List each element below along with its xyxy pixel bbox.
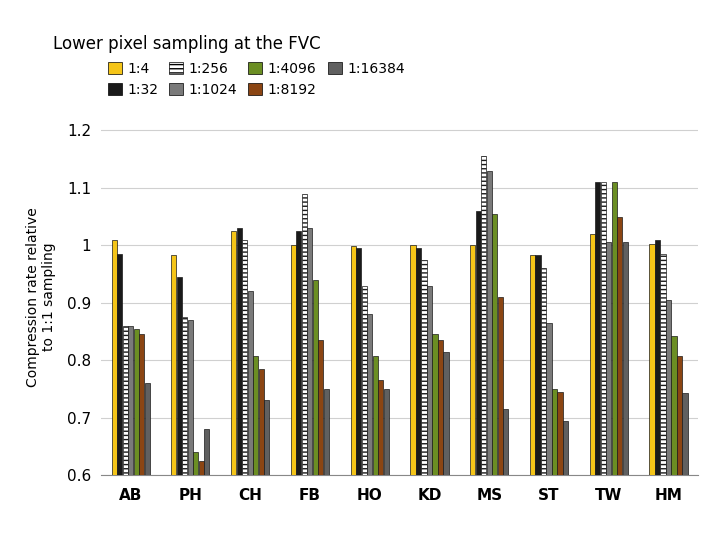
- Bar: [351, 246, 356, 540]
- Bar: [498, 297, 503, 540]
- Bar: [264, 401, 269, 540]
- Bar: [313, 280, 318, 540]
- Bar: [672, 335, 677, 540]
- Bar: [536, 255, 541, 540]
- Legend: 1:4, 1:32, 1:256, 1:1024, 1:4096, 1:8192, 1:16384: 1:4, 1:32, 1:256, 1:1024, 1:4096, 1:8192…: [108, 62, 405, 97]
- Bar: [600, 182, 606, 540]
- Bar: [139, 334, 144, 540]
- Bar: [237, 228, 242, 540]
- Bar: [444, 352, 449, 540]
- Bar: [297, 231, 302, 540]
- Bar: [677, 356, 682, 540]
- Bar: [231, 231, 236, 540]
- Bar: [307, 228, 312, 540]
- Bar: [188, 320, 193, 540]
- Bar: [433, 334, 438, 540]
- Bar: [373, 356, 378, 540]
- Bar: [367, 314, 372, 540]
- Bar: [122, 326, 127, 540]
- Bar: [595, 182, 600, 540]
- Bar: [128, 326, 133, 540]
- Bar: [530, 255, 535, 540]
- Bar: [660, 254, 665, 540]
- Bar: [546, 323, 552, 540]
- Bar: [476, 211, 481, 540]
- Bar: [487, 171, 492, 540]
- Bar: [649, 244, 654, 540]
- Bar: [623, 242, 628, 540]
- Bar: [557, 392, 562, 540]
- Bar: [177, 277, 182, 540]
- Bar: [204, 429, 210, 540]
- Bar: [563, 421, 568, 540]
- Bar: [552, 389, 557, 540]
- Bar: [503, 409, 508, 540]
- Bar: [590, 234, 595, 540]
- Bar: [242, 240, 247, 540]
- Bar: [683, 393, 688, 540]
- Bar: [492, 214, 498, 540]
- Bar: [199, 461, 204, 540]
- Bar: [384, 389, 389, 540]
- Bar: [145, 383, 150, 540]
- Bar: [612, 182, 617, 540]
- Bar: [112, 240, 117, 540]
- Bar: [117, 254, 122, 540]
- Bar: [318, 340, 323, 540]
- Bar: [356, 248, 361, 540]
- Bar: [324, 389, 329, 540]
- Bar: [606, 242, 611, 540]
- Bar: [134, 329, 139, 540]
- Y-axis label: Compression rate relative
to 1:1 sampling: Compression rate relative to 1:1 samplin…: [25, 207, 55, 387]
- Bar: [302, 193, 307, 540]
- Bar: [421, 260, 426, 540]
- Bar: [617, 217, 622, 540]
- Bar: [194, 452, 199, 540]
- Bar: [410, 245, 415, 540]
- Bar: [541, 268, 546, 540]
- Bar: [361, 286, 366, 540]
- Bar: [253, 356, 258, 540]
- Bar: [378, 380, 383, 540]
- Bar: [655, 240, 660, 540]
- Bar: [416, 248, 421, 540]
- Bar: [248, 291, 253, 540]
- Bar: [291, 245, 296, 540]
- Bar: [171, 255, 176, 540]
- Bar: [427, 286, 432, 540]
- Bar: [258, 369, 264, 540]
- Text: Lower pixel sampling at the FVC: Lower pixel sampling at the FVC: [53, 35, 320, 53]
- Bar: [666, 300, 671, 540]
- Bar: [438, 340, 443, 540]
- Bar: [182, 317, 187, 540]
- Bar: [481, 156, 486, 540]
- Bar: [470, 245, 475, 540]
